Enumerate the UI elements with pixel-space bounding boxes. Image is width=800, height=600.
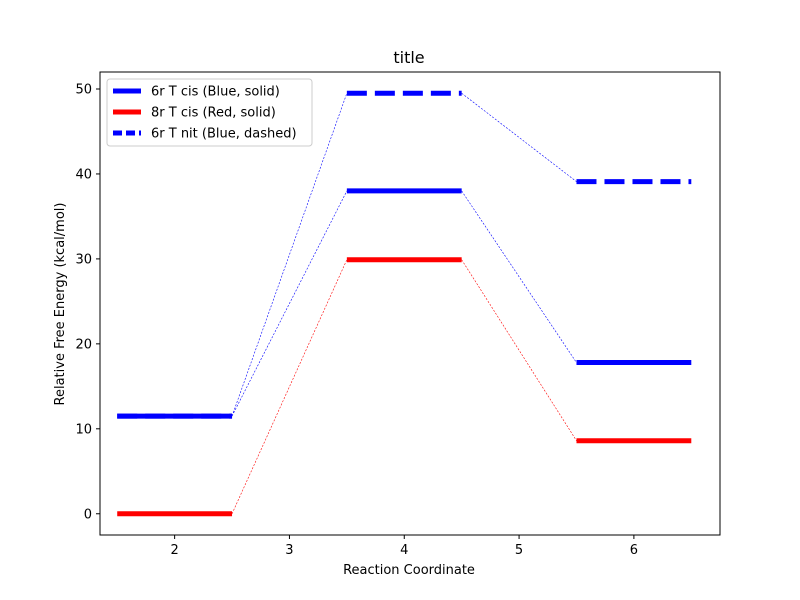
series-1-connector-0 (231, 259, 348, 514)
series-0-connector-1 (461, 190, 577, 363)
plot-frame (99, 71, 721, 536)
series-1-connector-1 (461, 259, 577, 441)
x-tick-label-0: 2 (170, 543, 178, 558)
legend-label-2: 6r T nit (Blue, dashed) (151, 127, 297, 142)
y-axis-label: Relative Free Energy (kcal/mol) (53, 203, 68, 406)
plot-layer (117, 90, 692, 517)
series-2-connector-1 (461, 93, 577, 182)
y-tick-label-2: 20 (75, 337, 92, 352)
y-tick-label-0: 0 (84, 507, 92, 522)
x-tick-label-2: 4 (400, 543, 408, 558)
x-tick-label-4: 6 (630, 543, 638, 558)
series-2-connector-0 (231, 93, 348, 417)
y-tick-label-5: 50 (75, 82, 92, 97)
chart-title: title (393, 48, 424, 67)
y-tick-label-4: 40 (75, 167, 92, 182)
legend-label-1: 8r T cis (Red, solid) (151, 106, 276, 121)
axes-layer: 2 3 4 5 6 0 10 20 30 40 50 (75, 71, 721, 558)
legend-box (106, 78, 313, 147)
x-tick-label-3: 5 (515, 543, 523, 558)
x-axis-label: Reaction Coordinate (343, 563, 475, 578)
x-tick-label-1: 3 (285, 543, 293, 558)
y-tick-label-3: 30 (75, 252, 92, 267)
legend: 6r T cis (Blue, solid) 8r T cis (Red, sol… (106, 78, 313, 147)
legend-label-0: 6r T cis (Blue, solid) (151, 85, 280, 100)
series-0-connector-0 (231, 190, 348, 417)
y-tick-label-1: 10 (75, 422, 92, 437)
